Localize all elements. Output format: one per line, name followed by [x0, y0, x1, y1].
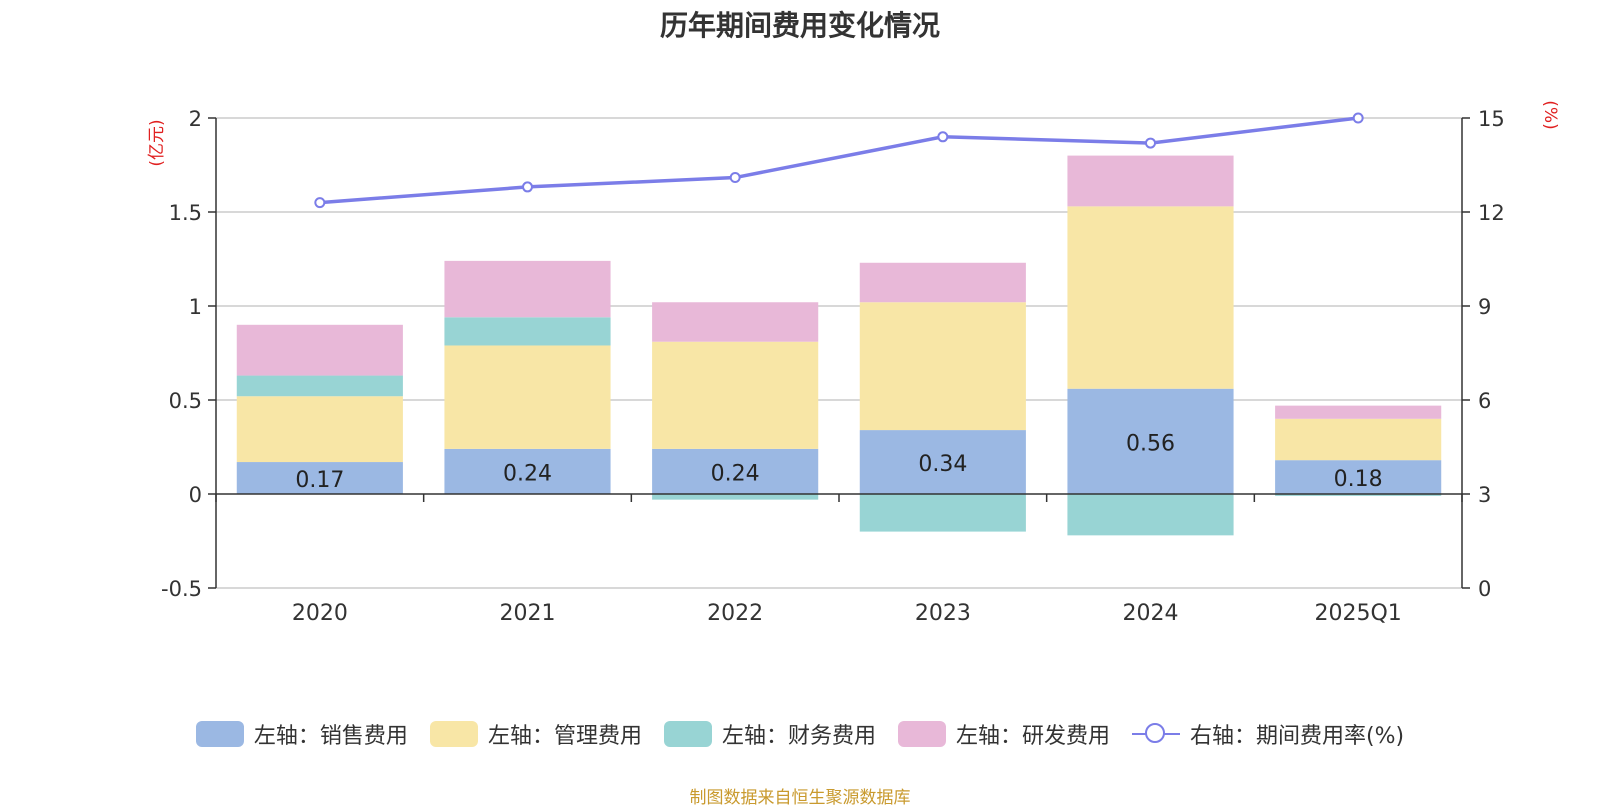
legend-item[interactable]: 左轴：销售费用	[195, 718, 408, 750]
bar-value-label: 0.56	[1126, 431, 1175, 456]
bar-series	[236, 155, 1442, 536]
bar-value-label: 0.24	[711, 461, 760, 486]
bar-segment	[236, 396, 403, 463]
bar-segment	[444, 345, 611, 449]
rate-point	[314, 197, 326, 209]
bar-segment	[444, 260, 611, 318]
right-tick-label: 3	[1478, 483, 1491, 507]
legend-swatch-icon	[663, 721, 712, 747]
left-tick-label: 0.5	[169, 389, 202, 413]
legend-swatch-icon	[897, 721, 946, 747]
left-axis-unit: (亿元)	[147, 119, 167, 166]
right-tick-label: 15	[1478, 107, 1505, 131]
rate-point	[1145, 137, 1156, 149]
rate-point	[1352, 112, 1364, 124]
category-label: 2025Q1	[1315, 601, 1402, 626]
legend-label: 左轴：财务费用	[721, 724, 876, 749]
left-tick-label: 1	[189, 295, 202, 319]
bar-segment	[236, 324, 403, 376]
bar-segment	[1275, 418, 1442, 461]
left-tick-label: -0.5	[161, 577, 202, 601]
grid-lines	[216, 117, 1462, 589]
legend-item[interactable]: 左轴：财务费用	[663, 718, 876, 750]
bar-segment	[859, 430, 1026, 494]
bar-segment	[652, 302, 819, 342]
category-label: 2021	[500, 601, 556, 626]
left-tick-label: 2	[189, 107, 202, 131]
bar-segment	[236, 462, 403, 494]
bar-segment	[1275, 460, 1442, 494]
category-label: 2020	[292, 601, 348, 626]
bar-segment	[1275, 494, 1442, 496]
bar-segment	[1275, 405, 1442, 419]
bar-segment	[444, 448, 611, 494]
left-tick-label: 1.5	[169, 201, 202, 225]
category-label: 2024	[1123, 601, 1179, 626]
axes: -0.5 0 0.5 1 1.5 2 0 3 6 9 12 15 2020 2021 2022 2023 202…	[161, 107, 1505, 626]
bar-segment	[652, 448, 819, 494]
chart-canvas: -0.5 0 0.5 1 1.5 2 0 3 6 9 12 15 2020 2021 2022 2023 202…	[147, 100, 1560, 626]
legend-line-marker-icon	[1131, 721, 1180, 747]
bar-segment	[652, 494, 819, 500]
bar-segment	[1067, 494, 1234, 536]
legend-item[interactable]: 左轴：管理费用	[429, 718, 642, 750]
bar-value-label: 0.17	[295, 468, 344, 493]
bar-value-label: 0.24	[503, 461, 552, 486]
bar-segment	[652, 341, 819, 449]
bar-value-label: 0.18	[1334, 467, 1383, 492]
rate-point	[729, 172, 741, 184]
legend-label: 右轴：期间费用率(%)	[1189, 724, 1405, 749]
source-note: 制图数据来自恒生聚源数据库	[689, 788, 911, 808]
legend-label: 左轴：销售费用	[253, 724, 408, 749]
right-tick-label: 9	[1478, 295, 1491, 319]
legend-label: 左轴：管理费用	[487, 724, 642, 749]
bar-segment	[859, 494, 1026, 532]
rate-point	[937, 131, 949, 143]
chart-title: 历年期间费用变化情况	[659, 9, 940, 42]
right-tick-label: 0	[1478, 577, 1491, 601]
right-tick-label: 6	[1478, 389, 1491, 413]
rate-line-series	[314, 112, 1364, 209]
bar-segment	[444, 317, 611, 346]
legend-item[interactable]: 右轴：期间费用率(%)	[1131, 718, 1405, 750]
bar-segment	[859, 302, 1026, 431]
legend-swatch-icon	[429, 721, 478, 747]
data-labels: 0.17 0.24 0.24 0.34 0.56 0.18	[295, 431, 1382, 493]
right-axis-unit: (%)	[1540, 100, 1560, 129]
legend-swatch-icon	[195, 721, 244, 747]
legend: 左轴：销售费用 左轴：管理费用 左轴：财务费用 左轴：研发费用 右轴：期间费用率(%)	[0, 718, 1600, 750]
left-tick-label: 0	[189, 483, 202, 507]
right-tick-label: 12	[1478, 201, 1505, 225]
category-label: 2023	[915, 601, 971, 626]
bar-value-label: 0.34	[918, 452, 967, 477]
bar-segment	[859, 262, 1026, 303]
bar-segment	[1067, 155, 1234, 207]
rate-point	[522, 181, 533, 193]
rate-line	[319, 116, 1359, 205]
bar-segment	[236, 375, 403, 397]
category-label: 2022	[707, 601, 763, 626]
legend-item[interactable]: 左轴：研发费用	[897, 718, 1110, 750]
bar-segment	[1067, 388, 1234, 494]
bar-segment	[1067, 206, 1234, 389]
legend-label: 左轴：研发费用	[955, 724, 1110, 749]
